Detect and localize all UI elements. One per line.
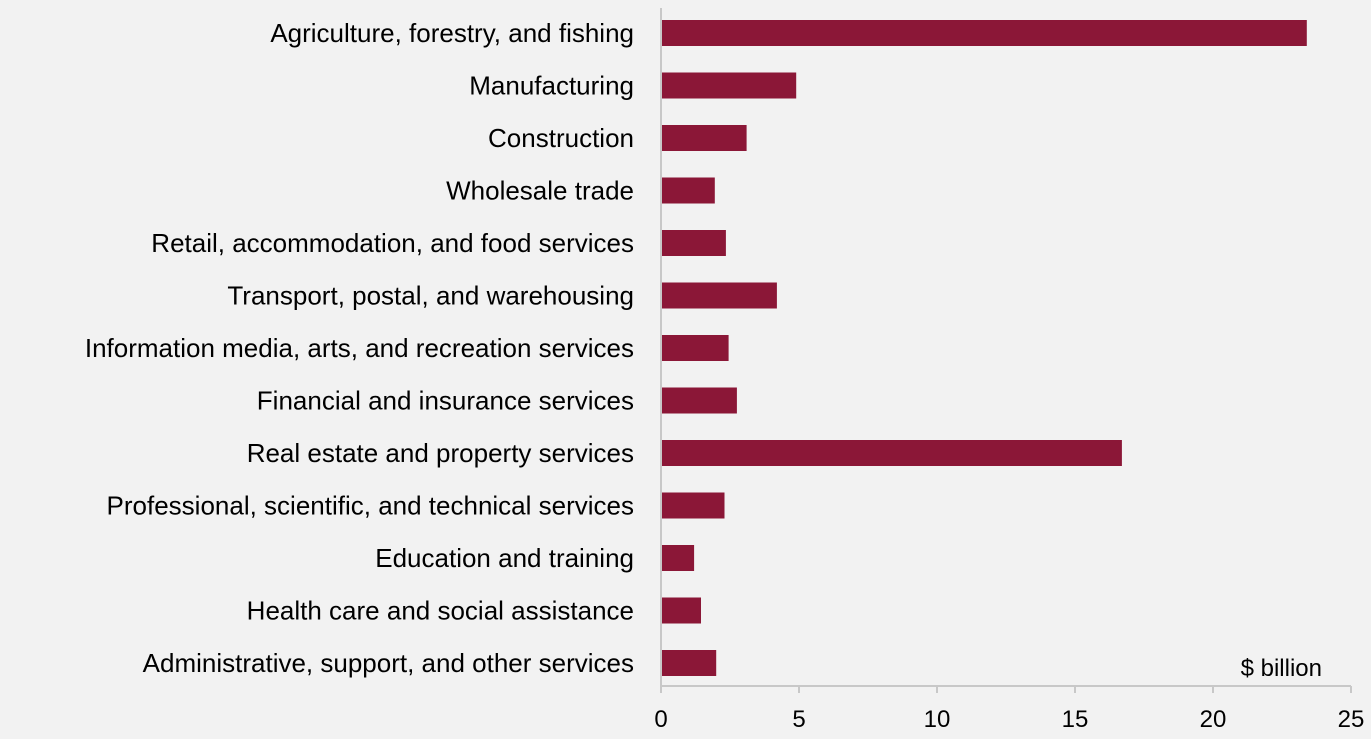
- x-tick-label: 25: [1338, 706, 1365, 733]
- bar: [661, 387, 737, 414]
- category-label: Health care and social assistance: [247, 596, 634, 626]
- bar: [661, 335, 729, 361]
- x-tick-label: 10: [924, 706, 951, 733]
- category-label: Construction: [488, 123, 634, 153]
- category-label: Transport, postal, and warehousing: [227, 281, 634, 311]
- category-label: Wholesale trade: [446, 176, 634, 206]
- category-label: Agriculture, forestry, and fishing: [270, 18, 634, 48]
- bar: [661, 545, 695, 571]
- bar: [661, 282, 777, 309]
- x-tick-label: 20: [1200, 706, 1227, 733]
- bar: [661, 492, 725, 519]
- category-label: Education and training: [375, 543, 634, 573]
- unit-label: $ billion: [1241, 655, 1322, 682]
- category-label: Administrative, support, and other servi…: [143, 648, 634, 678]
- bar: [661, 177, 715, 204]
- category-label: Manufacturing: [469, 71, 634, 101]
- bar: [661, 440, 1122, 466]
- x-tick-label: 0: [654, 706, 667, 733]
- bar: [661, 650, 717, 676]
- category-label: Financial and insurance services: [257, 386, 634, 416]
- category-label: Retail, accommodation, and food services: [151, 228, 634, 258]
- bar: [661, 20, 1307, 46]
- bar: [661, 597, 701, 624]
- category-label: Real estate and property services: [247, 438, 634, 468]
- bar: [661, 230, 726, 256]
- category-label: Professional, scientific, and technical …: [107, 491, 634, 521]
- x-tick-label: 15: [1062, 706, 1089, 733]
- bar: [661, 125, 747, 151]
- category-label: Information media, arts, and recreation …: [85, 333, 634, 363]
- bar: [661, 72, 797, 99]
- x-tick-label: 5: [792, 706, 805, 733]
